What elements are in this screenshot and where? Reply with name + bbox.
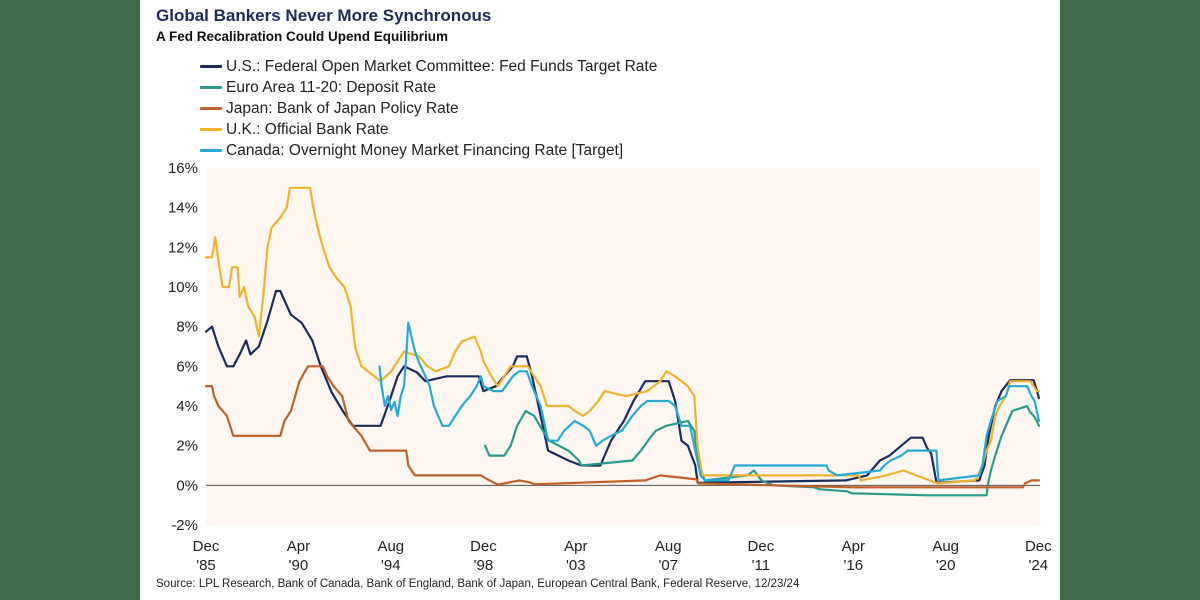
x-tick-year: '03 — [566, 557, 586, 574]
y-tick-label: 2% — [176, 438, 198, 455]
x-tick-month: Apr — [842, 538, 865, 555]
x-tick-month: Apr — [287, 538, 310, 555]
y-tick-label: 8% — [176, 319, 198, 336]
x-tick-year: '20 — [936, 557, 956, 574]
x-tick-month: Apr — [564, 538, 587, 555]
legend-swatch — [200, 128, 222, 131]
y-tick-label: 14% — [168, 200, 198, 217]
y-tick-label: 10% — [168, 279, 198, 296]
legend-swatch — [200, 65, 222, 68]
legend-item: Canada: Overnight Money Market Financing… — [200, 140, 657, 161]
x-tick-year: '90 — [289, 557, 309, 574]
legend-label: Canada: Overnight Money Market Financing… — [226, 141, 624, 159]
y-tick-label: -2% — [171, 517, 198, 534]
series-line-euro-area-11-20 — [484, 404, 1040, 497]
series-line-u-s — [204, 289, 1040, 484]
plot-background — [206, 168, 1040, 525]
x-tick-year: '16 — [843, 557, 863, 574]
x-tick-month: Aug — [932, 538, 959, 555]
x-tick-year: '07 — [658, 557, 678, 574]
x-tick-year: '94 — [381, 557, 401, 574]
legend-label: Euro Area 11-20: Deposit Rate — [226, 78, 436, 96]
legend-item: Euro Area 11-20: Deposit Rate — [200, 77, 657, 98]
y-tick-label: 12% — [168, 239, 198, 256]
x-tick-year: '85 — [196, 557, 216, 574]
x-tick-month: Dec — [748, 538, 775, 555]
legend-item: Japan: Bank of Japan Policy Rate — [200, 98, 657, 119]
legend-item: U.S.: Federal Open Market Committee: Fed… — [200, 56, 657, 77]
legend-label: U.S.: Federal Open Market Committee: Fed… — [226, 57, 658, 75]
series-line-u-k — [204, 186, 1040, 485]
series-line-japan — [204, 365, 1040, 489]
y-tick-label: 16% — [168, 160, 198, 177]
x-tick-year: '11 — [752, 557, 770, 574]
x-tick-month: Aug — [377, 538, 404, 555]
y-tick-label: 6% — [176, 358, 198, 375]
y-tick-label: 0% — [176, 477, 198, 494]
legend-swatch — [200, 107, 222, 110]
x-tick-month: Dec — [1025, 538, 1052, 555]
chart-title: Global Bankers Never More Synchronous — [156, 6, 492, 25]
chart-plot: -2% 0% 2% 4% 6% 8% 10% 12% 14% 16% Dec '85 Apr '90 Aug… — [168, 160, 1052, 574]
chart-card: Global Bankers Never More Synchronous A … — [140, 0, 1060, 600]
legend-label: U.K.: Official Bank Rate — [226, 120, 389, 138]
source-note: Source: LPL Research, Bank of Canada, Ba… — [156, 578, 800, 590]
legend-swatch — [200, 149, 222, 152]
x-tick-month: Dec — [193, 538, 220, 555]
legend-label: Japan: Bank of Japan Policy Rate — [226, 99, 459, 117]
x-tick-month: Dec — [470, 538, 497, 555]
x-tick-month: Aug — [655, 538, 682, 555]
y-tick-label: 4% — [176, 398, 198, 415]
legend-swatch — [200, 86, 222, 89]
x-tick-year: '98 — [474, 557, 494, 574]
series-line-canada — [378, 321, 1040, 482]
x-tick-year: '24 — [1029, 557, 1049, 574]
chart-subtitle: A Fed Recalibration Could Upend Equilibr… — [156, 29, 449, 44]
chart-legend: U.S.: Federal Open Market Committee: Fed… — [200, 56, 657, 161]
legend-item: U.K.: Official Bank Rate — [200, 119, 657, 140]
